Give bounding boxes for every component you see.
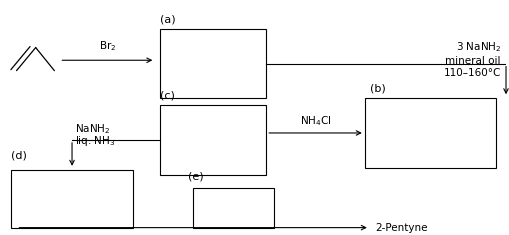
Text: (c): (c) — [160, 91, 175, 101]
Text: 2-Pentyne: 2-Pentyne — [375, 223, 428, 233]
Text: mineral oil: mineral oil — [445, 56, 501, 66]
Bar — [160, 29, 266, 98]
Text: NH$_4$Cl: NH$_4$Cl — [300, 114, 331, 128]
Text: (e): (e) — [188, 172, 204, 181]
Bar — [193, 188, 274, 228]
Text: 110–160°C: 110–160°C — [443, 68, 501, 78]
Text: Br$_2$: Br$_2$ — [99, 39, 116, 53]
Text: NaNH$_2$: NaNH$_2$ — [74, 123, 110, 137]
Text: (d): (d) — [12, 151, 27, 161]
Bar — [12, 170, 132, 228]
Text: (b): (b) — [370, 84, 385, 94]
Text: liq. NH$_3$: liq. NH$_3$ — [74, 134, 115, 148]
Bar — [160, 105, 266, 175]
Text: 3 NaNH$_2$: 3 NaNH$_2$ — [456, 41, 501, 55]
Text: (a): (a) — [160, 15, 176, 24]
Bar — [365, 98, 496, 168]
